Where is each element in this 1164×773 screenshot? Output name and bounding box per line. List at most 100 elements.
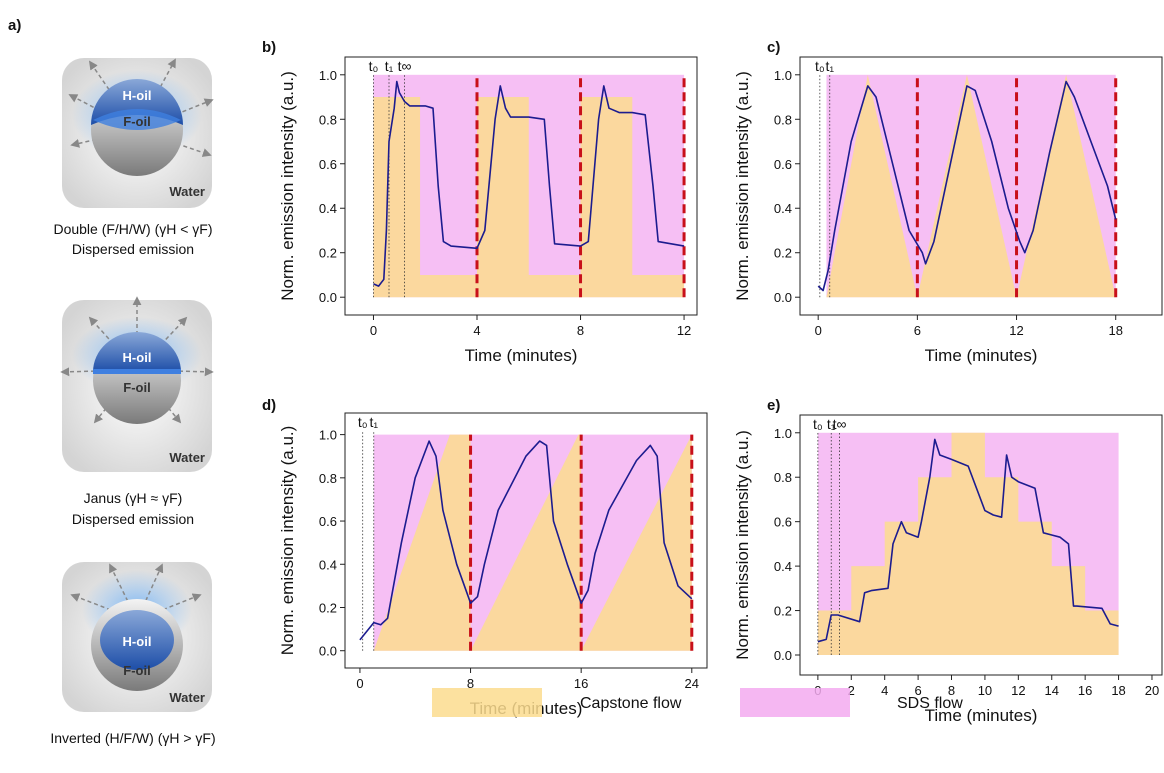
y-tick-label: 0.2 [319, 246, 337, 261]
y-tick-label: 0.6 [319, 157, 337, 172]
chart-panel: 0 6 12 18 0.0 0.2 0.4 0.6 0.8 1.0 Time (minutes) No… [733, 39, 1163, 365]
data-line [817, 438, 1119, 643]
x-tick-label: 8 [467, 676, 474, 691]
x-tick-label: 16 [574, 676, 588, 691]
y-tick-label: 0.6 [774, 157, 792, 172]
y-tick-label: 0.6 [774, 515, 792, 530]
caption: Dispersed emission [72, 511, 194, 527]
panel-label: a) [8, 17, 21, 34]
caption: Double (F/H/W) (γH < γF) [53, 221, 212, 237]
time-marker-label: t₀ [813, 416, 823, 432]
x-tick-label: 18 [1111, 683, 1125, 698]
panel-label: b) [262, 39, 276, 56]
y-tick-label: 0.4 [774, 559, 792, 574]
medium-label: Water [169, 690, 205, 705]
y-tick-label: 0.0 [774, 648, 792, 663]
y-axis-label: Norm. emission intensity (a.u.) [733, 430, 752, 660]
x-tick-label: 16 [1078, 683, 1092, 698]
x-tick-label: 8 [948, 683, 955, 698]
medium-label: Water [169, 184, 205, 199]
x-axis-label: Time (minutes) [925, 706, 1038, 725]
plot-frame [799, 414, 1163, 676]
y-tick-label: 0.8 [319, 471, 337, 486]
time-marker-label: t₀ [369, 58, 379, 74]
legend-swatch [740, 688, 850, 717]
plot-frame [344, 412, 708, 669]
oil-label: F-oil [123, 114, 150, 129]
droplet-double: H-oil F-oil Water Double (F/H/W) (γH < γ… [53, 58, 214, 257]
x-tick-label: 8 [577, 323, 584, 338]
droplet-janus: H-oil F-oil Water Janus (γH ≈ γF) Disper… [60, 296, 214, 527]
x-tick-label: 12 [1009, 323, 1023, 338]
y-tick-label: 1.0 [319, 428, 337, 443]
time-marker-label: t₁ [827, 416, 836, 432]
y-tick-label: 0.8 [774, 470, 792, 485]
oil-label: H-oil [123, 350, 152, 365]
data-line [817, 80, 1117, 292]
y-tick-label: 1.0 [774, 426, 792, 441]
caption: Dispersed emission [72, 241, 194, 257]
x-tick-label: 4 [881, 683, 888, 698]
time-marker-label: t₁ [385, 58, 394, 74]
time-marker-label: t₁ [369, 414, 378, 430]
y-tick-label: 0.8 [319, 112, 337, 127]
legend-label: Capstone flow [580, 695, 682, 712]
x-tick-label: 6 [914, 683, 921, 698]
y-tick-label: 1.0 [774, 68, 792, 83]
y-axis-label: Norm. emission intensity (a.u.) [733, 71, 752, 301]
x-tick-label: 10 [978, 683, 992, 698]
y-tick-label: 0.2 [319, 600, 337, 615]
medium-label: Water [169, 450, 205, 465]
y-tick-label: 0.0 [774, 290, 792, 305]
data-line [373, 80, 685, 287]
y-tick-label: 0.8 [774, 112, 792, 127]
x-tick-label: 12 [1011, 683, 1025, 698]
x-tick-label: 12 [677, 323, 691, 338]
y-tick-label: 0.4 [319, 557, 337, 572]
y-tick-label: 0.6 [319, 514, 337, 529]
y-tick-label: 0.2 [774, 246, 792, 261]
x-tick-label: 24 [685, 676, 699, 691]
x-tick-label: 6 [914, 323, 921, 338]
plot-frame [344, 56, 698, 316]
capstone-region [373, 97, 685, 298]
panel-label: c) [767, 39, 780, 56]
y-tick-label: 0.0 [319, 644, 337, 659]
x-tick-label: 2 [848, 683, 855, 698]
y-axis-label: Norm. emission intensity (a.u.) [278, 426, 297, 656]
capstone-region [373, 434, 692, 651]
time-marker-label: t₁ [825, 58, 834, 74]
oil-label: F-oil [123, 663, 150, 678]
chart-panel: 0 4 8 12 0.0 0.2 0.4 0.6 0.8 1.0 Time (minutes) Nor… [262, 39, 698, 365]
time-marker-label: t∞ [833, 416, 847, 432]
droplet-inverted: H-oil F-oil Water Inverted (H/F/W) (γH >… [50, 562, 216, 746]
x-tick-label: 0 [815, 323, 822, 338]
legend-swatch [432, 688, 542, 717]
data-line [359, 440, 693, 641]
time-marker-label: t₀ [815, 58, 825, 74]
x-tick-label: 4 [473, 323, 480, 338]
chart-panel: 024681012141618200.00.20.40.60.81.0Time … [733, 397, 1163, 725]
caption: Janus (γH ≈ γF) [84, 490, 183, 506]
x-tick-label: 0 [356, 676, 363, 691]
time-marker-label: t₀ [358, 414, 368, 430]
x-tick-label: 0 [370, 323, 377, 338]
caption: Inverted (H/F/W) (γH > γF) [50, 730, 215, 746]
time-marker-label: t∞ [398, 58, 412, 74]
oil-label: F-oil [123, 380, 150, 395]
oil-label: H-oil [123, 634, 152, 649]
x-tick-label: 14 [1045, 683, 1059, 698]
oil-label: H-oil [123, 88, 152, 103]
x-axis-label: Time (minutes) [925, 346, 1038, 365]
y-tick-label: 1.0 [319, 68, 337, 83]
x-tick-label: 20 [1145, 683, 1159, 698]
y-axis-label: Norm. emission intensity (a.u.) [278, 71, 297, 301]
y-tick-label: 0.2 [774, 604, 792, 619]
y-tick-label: 0.4 [774, 201, 792, 216]
legend-label: SDS flow [897, 695, 963, 712]
capstone-region [826, 74, 1116, 298]
x-tick-label: 18 [1108, 323, 1122, 338]
plot-frame [799, 56, 1163, 316]
capstone-region [817, 432, 1119, 655]
